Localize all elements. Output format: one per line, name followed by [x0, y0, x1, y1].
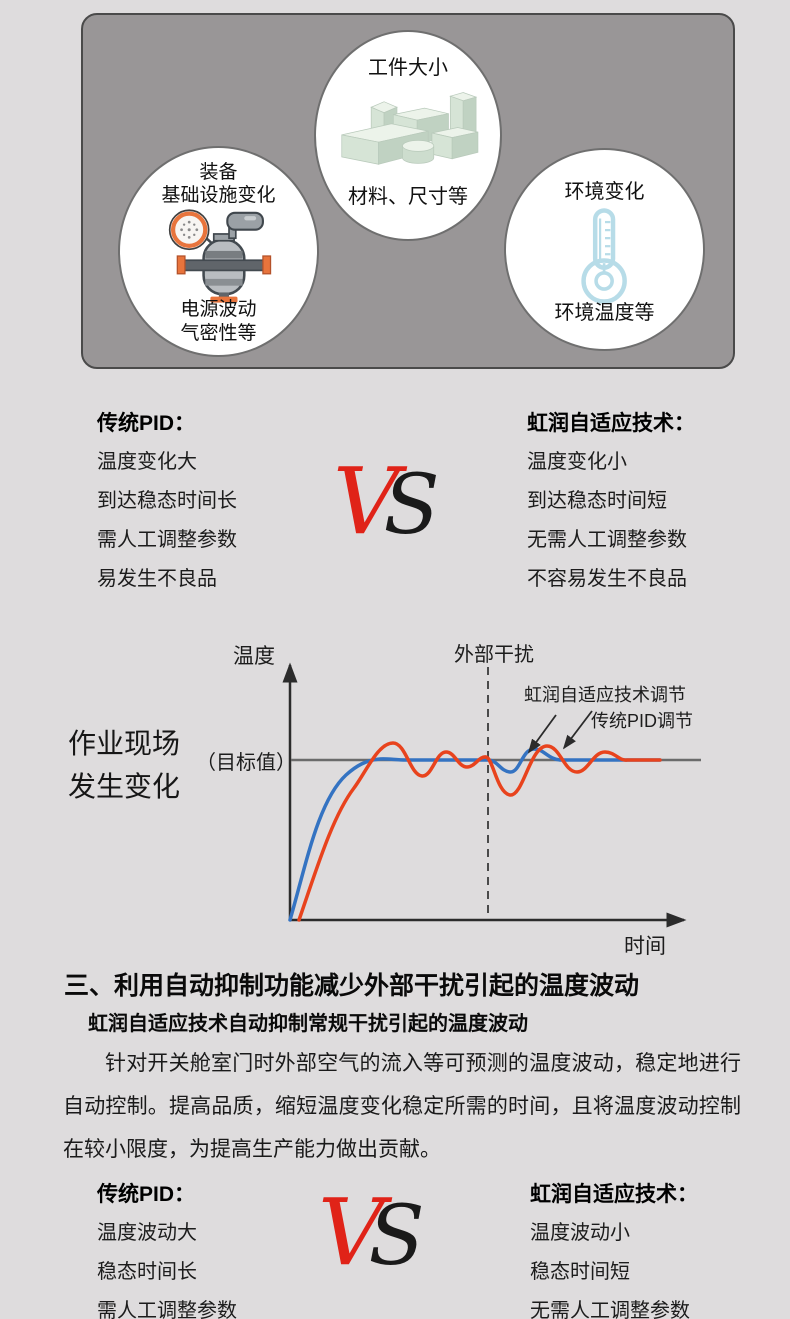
- comparison-item: 需人工调整参数: [97, 529, 237, 551]
- vs-letter-s: S: [368, 1189, 425, 1284]
- factors-panel: 工件大小: [81, 13, 735, 369]
- workpiece-title: 工件大小: [368, 57, 448, 79]
- comparison-top-right: 虹润自适应技术： 温度变化小 到达稳态时间短 无需人工调整参数 不容易发生不良品: [527, 412, 695, 608]
- equipment-title-line2: 基础设施变化: [161, 185, 276, 206]
- chart-target-label: （目标值）: [196, 752, 296, 774]
- environment-caption: 环境温度等: [554, 302, 655, 324]
- chart-y-axis-label: 温度: [233, 645, 275, 668]
- chart-side-label-line2: 发生变化: [68, 771, 181, 802]
- comparison-item: 到达稳态时间短: [527, 490, 667, 512]
- environment-title: 环境变化: [564, 181, 645, 203]
- comparison-item: 温度波动小: [530, 1222, 630, 1244]
- chart-legend-adaptive: 虹润自适应技术调节: [524, 685, 686, 705]
- comparison-item: 易发生不良品: [97, 568, 217, 590]
- section-paragraph: 针对开关舱室门时外部空气的流入等可预测的温度波动，稳定地进行自动控制。提高品质，…: [63, 1052, 741, 1161]
- adaptive-curve: [288, 747, 662, 922]
- comparison-item: 无需人工调整参数: [527, 529, 687, 551]
- chart-x-axis-label: 时间: [624, 935, 666, 958]
- vs-letter-s: S: [383, 458, 440, 553]
- equipment-title-line1: 装备: [199, 162, 238, 183]
- section-title: 三、利用自动抑制功能减少外部干扰引起的温度波动: [64, 972, 640, 1000]
- comparison-item: 稳态时间长: [97, 1261, 197, 1283]
- comparison-bottom-right: 虹润自适应技术： 温度波动小 稳态时间短 无需人工调整参数: [530, 1183, 698, 1319]
- vs-letter-v: V: [318, 1179, 385, 1286]
- factor-environment-circle: 环境变化 环境温度等: [504, 148, 705, 351]
- workpiece-blocks-icon: [341, 92, 479, 165]
- workpiece-caption: 材料、尺寸等: [348, 186, 468, 208]
- comparison-item: 需人工调整参数: [97, 1300, 237, 1319]
- comparison-header-adaptive: 虹润自适应技术：: [530, 1183, 698, 1206]
- vs-mark-top: VS: [333, 456, 440, 568]
- vs-mark-bottom: VS: [318, 1187, 425, 1299]
- boiler-gauge-icon: [168, 209, 272, 303]
- pid-annotation-arrow: [562, 710, 593, 750]
- comparison-header-adaptive: 虹润自适应技术：: [527, 412, 695, 435]
- comparison-item: 不容易发生不良品: [527, 568, 687, 590]
- vs-letter-v: V: [333, 448, 400, 555]
- chart-legend-pid: 传统PID调节: [591, 711, 694, 731]
- equipment-caption-line1: 电源波动: [180, 299, 257, 320]
- factor-workpiece-circle: 工件大小: [314, 30, 502, 241]
- comparison-bottom-left: 传统PID： 温度波动大 稳态时间长 需人工调整参数: [97, 1183, 237, 1319]
- section-subtitle: 虹润自适应技术自动抑制常规干扰引起的温度波动: [88, 1013, 528, 1035]
- chart-disturbance-label: 外部干扰: [454, 644, 534, 666]
- chart-side-label-line1: 作业现场: [68, 728, 181, 759]
- factor-equipment-circle: 装备 基础设施变化: [118, 146, 319, 357]
- comparison-item: 到达稳态时间长: [97, 490, 237, 512]
- comparison-item: 温度变化大: [97, 451, 197, 473]
- equipment-caption-line2: 气密性等: [180, 323, 257, 344]
- comparison-item: 无需人工调整参数: [530, 1300, 690, 1319]
- comparison-header-pid: 传统PID：: [97, 412, 196, 435]
- comparison-header-pid: 传统PID：: [97, 1183, 196, 1206]
- thermometer-icon: [581, 208, 627, 304]
- temperature-time-chart: [282, 662, 701, 928]
- comparison-item: 温度波动大: [97, 1222, 197, 1244]
- comparison-item: 温度变化小: [527, 451, 627, 473]
- chart-side-label: 作业现场 发生变化: [68, 722, 180, 808]
- adaptive-annotation-arrow: [527, 714, 557, 754]
- comparison-item: 稳态时间短: [530, 1261, 630, 1283]
- pid-curve: [297, 741, 662, 922]
- comparison-top-left: 传统PID： 温度变化大 到达稳态时间长 需人工调整参数 易发生不良品: [97, 412, 237, 608]
